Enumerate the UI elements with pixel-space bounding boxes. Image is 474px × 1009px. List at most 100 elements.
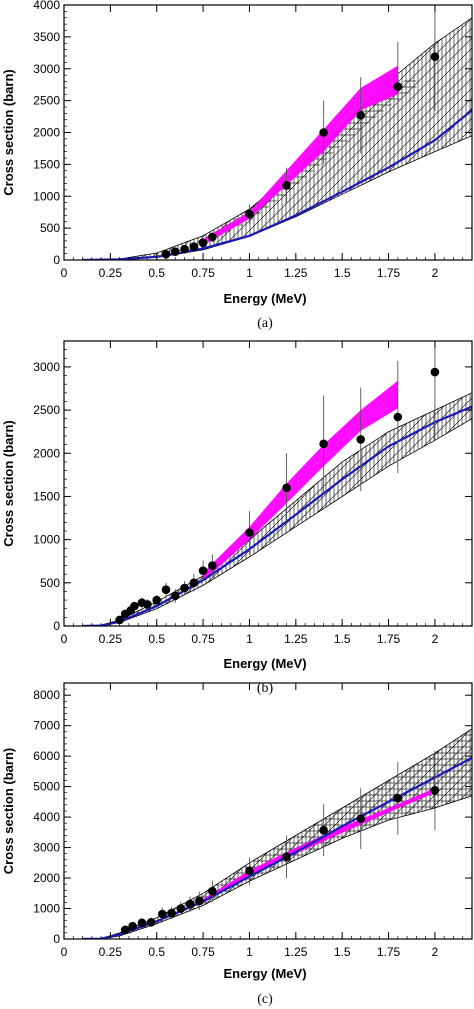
y-tick-label: 3500: [33, 30, 60, 44]
data-point: [393, 793, 403, 803]
y-tick-label: 1000: [33, 533, 60, 547]
y-tick-label: 1000: [33, 902, 60, 916]
data-point: [245, 866, 254, 876]
x-tick-label: 1: [246, 945, 253, 959]
blue-curve: [82, 109, 472, 260]
y-tick-label: 0: [53, 619, 60, 633]
theory-band-horizontal-hatch: [82, 728, 472, 939]
x-axis-title: Energy (MeV): [223, 656, 306, 671]
x-tick-label: 1: [246, 266, 253, 280]
x-tick-label: 0: [61, 945, 68, 959]
panel-b-chart: 0 0.25 0.5 0.75 1 1.25 1.5 1.75 2 0 500 1000 1500 200…: [1, 340, 473, 696]
theory-band-background: [82, 728, 472, 939]
data-point: [115, 615, 124, 625]
data-point: [245, 528, 254, 538]
data-point: [180, 244, 189, 254]
y-tick-label: 0: [53, 253, 60, 267]
y-axis-title: Cross section (barn): [1, 420, 16, 546]
data-point: [356, 110, 366, 120]
panel-caption: (c): [257, 992, 273, 1007]
panel-caption: (a): [257, 316, 273, 331]
x-tick-label: 0.5: [148, 632, 165, 646]
y-tick-label: 500: [40, 576, 60, 590]
data-point: [282, 852, 291, 862]
y-tick-label: 2000: [33, 446, 60, 460]
y-axis-title: Cross section (barn): [1, 748, 16, 874]
data-point: [319, 825, 328, 835]
data-point: [170, 591, 180, 601]
panel-a-chart: 0 0.25 0.5 0.75 1 1.25 1.5 1.75 2 0 500 1000 1500 200…: [1, 0, 473, 331]
data-point: [170, 247, 180, 257]
magenta-band: [203, 380, 398, 582]
plot-area: [82, 728, 472, 939]
data-point: [161, 249, 171, 259]
x-axis-title: Energy (MeV): [223, 291, 306, 306]
data-point: [282, 181, 291, 190]
data-point: [180, 583, 189, 593]
y-tick-label: 5000: [33, 780, 60, 794]
data-point: [393, 82, 403, 91]
y-tick-label: 1500: [33, 489, 60, 503]
theory-band-vertical-hatch: [82, 728, 472, 939]
data-point: [208, 561, 217, 570]
x-tick-label: 1.5: [334, 266, 351, 280]
data-point: [245, 209, 254, 219]
data-point: [161, 585, 171, 595]
x-tick-label: 2: [432, 266, 439, 280]
plot-area: [82, 5, 472, 260]
data-point: [157, 909, 167, 919]
y-tick-label: 2500: [33, 94, 60, 108]
theory-band-vertical-hatch: [82, 392, 472, 626]
y-tick-label: 3000: [33, 360, 60, 374]
data-point: [198, 566, 208, 576]
data-point: [282, 483, 291, 493]
x-tick-label: 0.75: [191, 945, 215, 959]
x-tick-label: 2: [432, 945, 439, 959]
y-tick-label: 1000: [33, 189, 60, 203]
x-tick-label: 0: [61, 266, 68, 280]
y-tick-label: 3000: [33, 62, 60, 76]
y-tick-label: 2000: [33, 871, 60, 885]
x-tick-label: 1: [246, 632, 253, 646]
y-tick-label: 0: [53, 932, 60, 946]
x-tick-label: 1.25: [284, 632, 308, 646]
data-point: [319, 439, 328, 449]
data-point: [208, 232, 217, 242]
x-tick-label: 0: [61, 632, 68, 646]
plot-frame: [63, 340, 473, 627]
y-tick-label: 6000: [33, 749, 60, 763]
y-tick-label: 2000: [33, 126, 60, 140]
x-tick-label: 1.5: [334, 632, 351, 646]
y-tick-label: 4000: [33, 810, 60, 824]
x-tick-label: 1.5: [334, 945, 351, 959]
data-point: [185, 899, 195, 909]
y-tick-label: 500: [40, 221, 60, 235]
data-point: [198, 238, 208, 248]
y-tick-label: 8000: [33, 688, 60, 702]
x-tick-label: 1.75: [377, 632, 401, 646]
data-point: [189, 242, 199, 251]
x-tick-label: 1.25: [284, 945, 308, 959]
data-point: [208, 886, 217, 896]
data-point: [430, 785, 440, 795]
data-point: [356, 435, 366, 444]
x-tick-label: 1.75: [377, 266, 401, 280]
y-tick-label: 7000: [33, 719, 60, 733]
data-point: [176, 904, 186, 913]
x-tick-label: 0.5: [148, 945, 165, 959]
x-tick-label: 0.75: [191, 266, 215, 280]
data-point: [430, 367, 440, 377]
y-axis-title: Cross section (barn): [1, 69, 16, 195]
x-axis-title: Energy (MeV): [223, 966, 306, 981]
panel-caption: (b): [257, 681, 274, 696]
y-tick-label: 4000: [33, 0, 60, 12]
data-point: [130, 601, 139, 611]
data-point: [120, 925, 130, 935]
data-point: [356, 814, 366, 823]
magenta-band: [203, 788, 435, 903]
data-point: [128, 921, 137, 931]
plot-area: [82, 341, 472, 626]
data-point: [393, 412, 403, 422]
theory-band-vertical-hatch: [82, 17, 472, 260]
data-point: [146, 917, 156, 927]
